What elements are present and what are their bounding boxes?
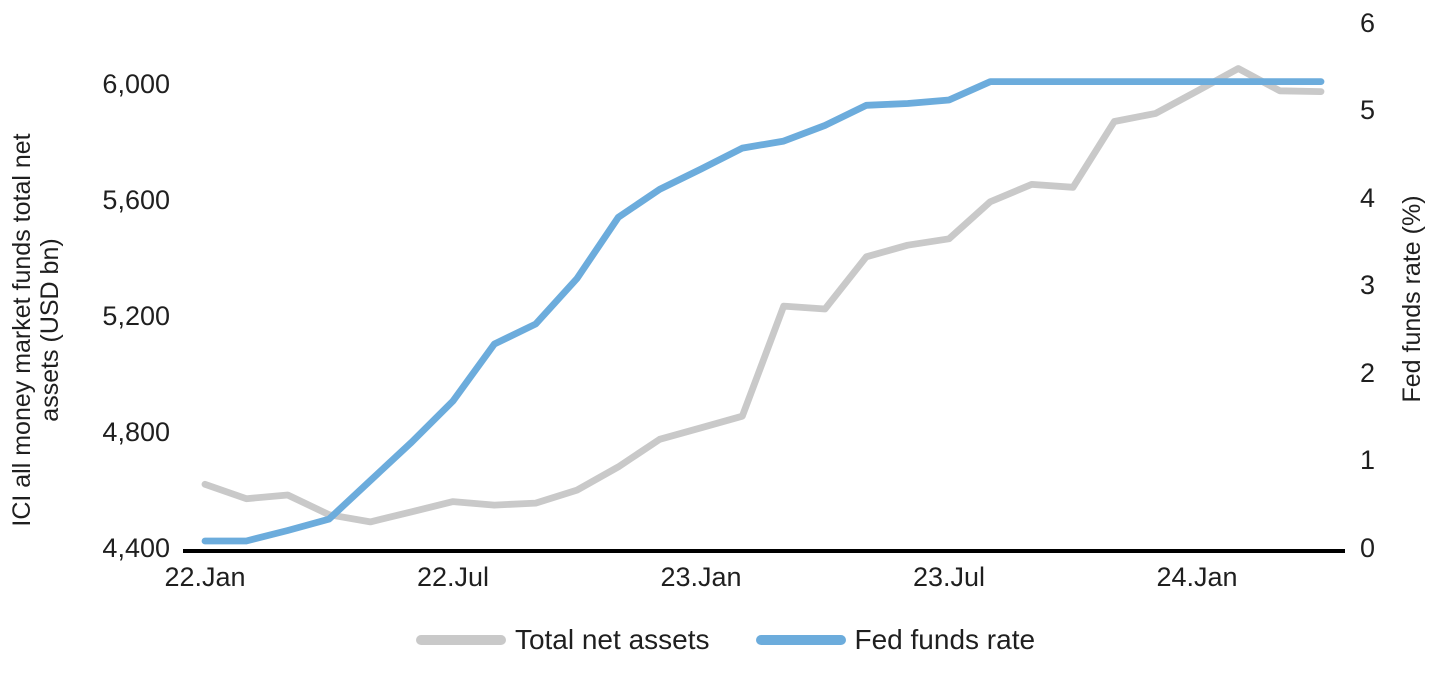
x-axis-tick-23jan: 23.Jan — [660, 562, 742, 592]
left-axis-tick-5600: 5,600 — [102, 185, 170, 215]
x-axis-tick-24jan: 24.Jan — [1156, 562, 1238, 592]
total-net-assets-line — [201, 65, 1325, 526]
left-axis-title: ICI all money market funds total net ass… — [8, 70, 64, 590]
right-axis-tick-2: 2 — [1360, 358, 1376, 388]
x-axis-tick-22jul: 22.Jul — [416, 562, 490, 592]
x-axis-tick-23jul: 23.Jul — [912, 562, 986, 592]
fed-funds-rate-line — [201, 78, 1325, 545]
x-axis-tick-22jan: 22.Jan — [164, 562, 246, 592]
legend-label-fed-funds-rate: Fed funds rate — [854, 624, 1036, 655]
legend: Total net assets Fed funds rate — [10, 624, 1441, 656]
right-axis-tick-3: 3 — [1360, 270, 1376, 300]
left-axis-tick-5200: 5,200 — [102, 301, 170, 331]
right-axis-tick-1: 1 — [1360, 445, 1376, 475]
right-axis-tick-6: 6 — [1360, 8, 1376, 38]
right-axis-tick-0: 0 — [1360, 533, 1376, 563]
right-axis-tick-4: 4 — [1360, 183, 1376, 213]
legend-item-total-net-assets: Total net assets — [415, 624, 710, 656]
left-axis-tick-4800: 4,800 — [102, 417, 170, 447]
legend-item-fed-funds-rate: Fed funds rate — [755, 624, 1036, 656]
left-axis-title-line1: ICI all money market funds total net — [8, 133, 36, 527]
fed-funds-rate-swatch-icon — [755, 635, 846, 645]
legend-label-total-net-assets: Total net assets — [514, 624, 710, 655]
total-net-assets-swatch-icon — [415, 635, 506, 645]
right-axis-tick-5: 5 — [1360, 95, 1376, 125]
left-axis-tick-6000: 6,000 — [102, 69, 170, 99]
left-axis-tick-4400: 4,400 — [102, 533, 170, 563]
